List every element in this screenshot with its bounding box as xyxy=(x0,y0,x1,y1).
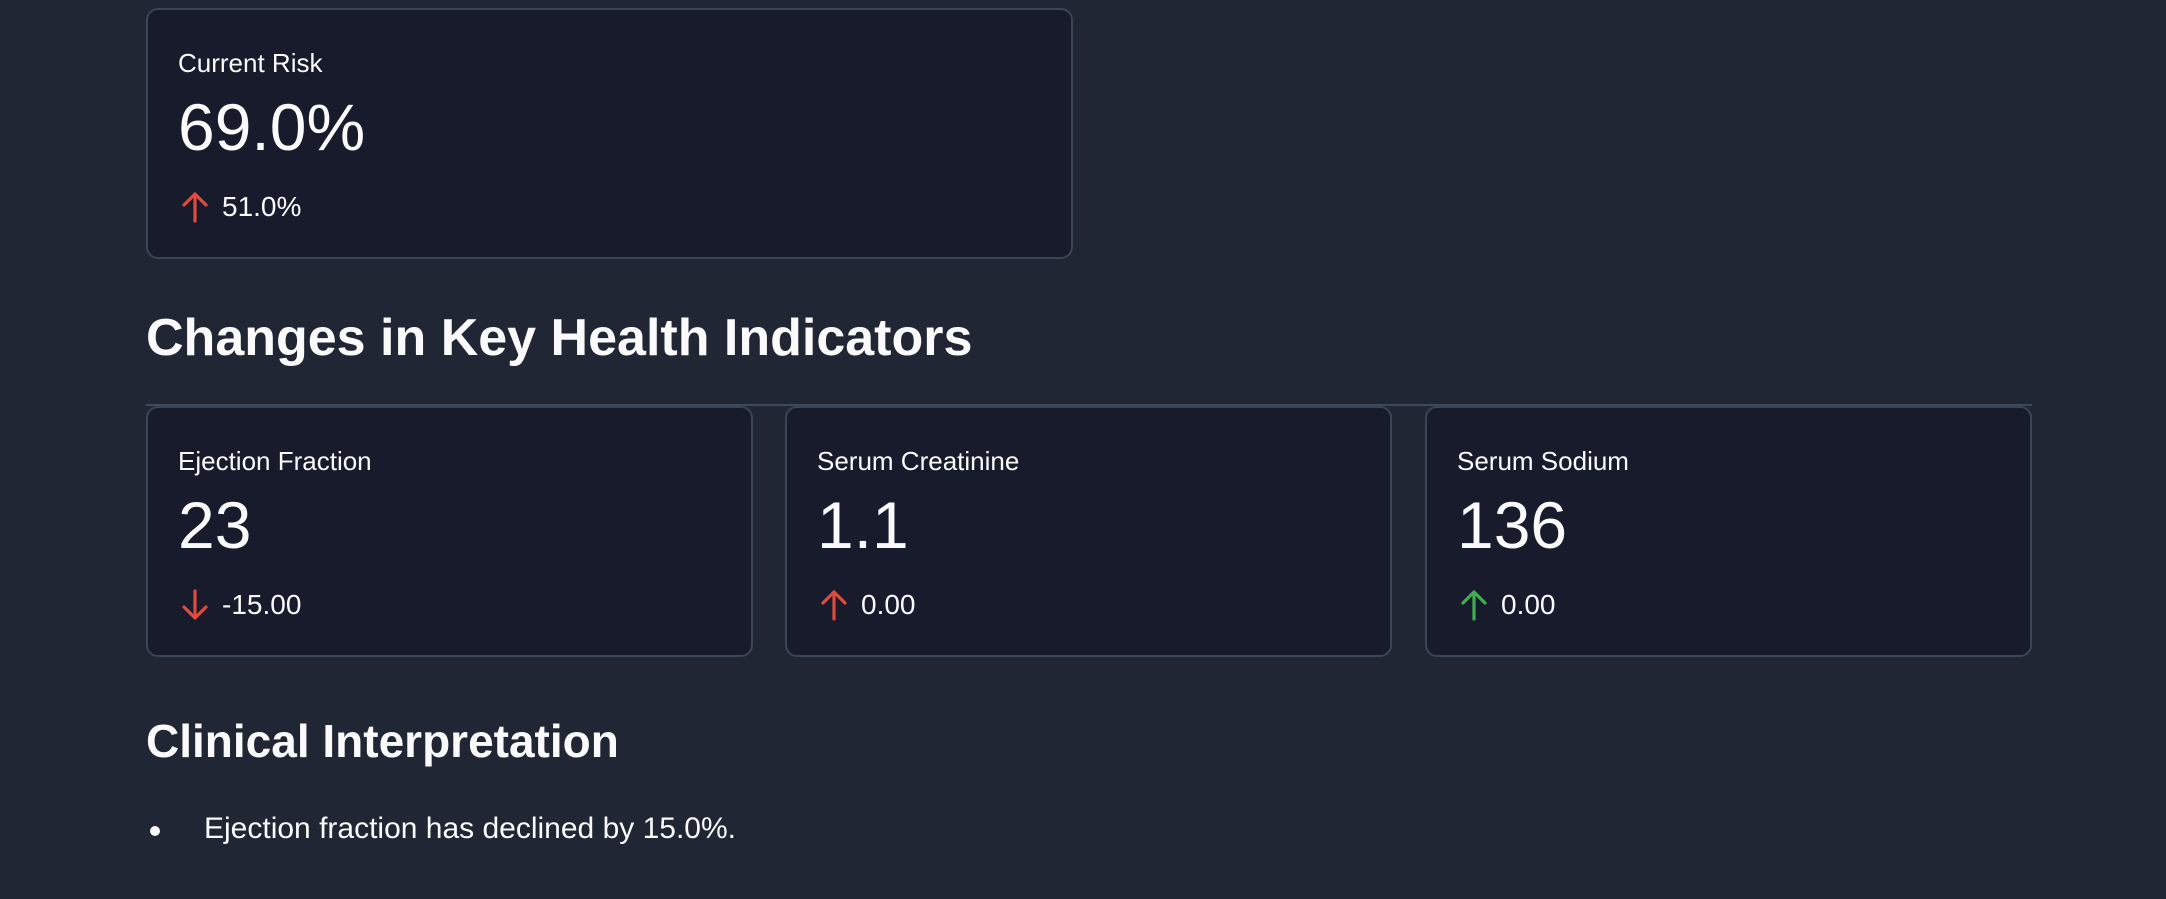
metric-delta: 51.0% xyxy=(180,190,301,224)
delta-value: -15.00 xyxy=(222,589,302,620)
metric-delta: 0.00 xyxy=(819,588,916,622)
metric-label: Ejection Fraction xyxy=(178,446,372,476)
serum-sodium-card: Serum Sodium 136 0.00 xyxy=(1425,406,2032,657)
arrow-up-icon xyxy=(1459,588,1489,622)
section-divider xyxy=(146,404,2032,406)
metric-value: 69.0% xyxy=(178,90,366,164)
arrow-up-icon xyxy=(180,190,210,224)
metric-delta: 0.00 xyxy=(1459,588,1556,622)
ejection-fraction-card: Ejection Fraction 23 -15.00 xyxy=(146,406,753,657)
section-heading-clinical: Clinical Interpretation xyxy=(146,715,619,767)
section-heading-changes: Changes in Key Health Indicators xyxy=(146,309,973,367)
list-item-text: Ejection fraction has declined by 15.0%. xyxy=(204,812,736,845)
metric-value: 136 xyxy=(1457,488,1568,562)
current-risk-card: Current Risk 69.0% 51.0% xyxy=(146,8,1073,259)
metric-label: Current Risk xyxy=(178,48,323,78)
arrow-up-icon xyxy=(819,588,849,622)
metric-delta: -15.00 xyxy=(180,588,301,622)
list-item: Ejection fraction has declined by 15.0%. xyxy=(146,812,736,846)
delta-value: 0.00 xyxy=(861,589,916,620)
arrow-down-icon xyxy=(180,588,210,622)
bullet-icon xyxy=(150,826,160,836)
delta-value: 0.00 xyxy=(1501,589,1556,620)
interpretation-list: Ejection fraction has declined by 15.0%. xyxy=(146,812,736,846)
metric-label: Serum Sodium xyxy=(1457,446,1629,476)
delta-value: 51.0% xyxy=(222,191,302,222)
metric-value: 1.1 xyxy=(817,488,909,562)
metric-value: 23 xyxy=(178,488,252,562)
serum-creatinine-card: Serum Creatinine 1.1 0.00 xyxy=(785,406,1392,657)
metric-label: Serum Creatinine xyxy=(817,446,1020,476)
